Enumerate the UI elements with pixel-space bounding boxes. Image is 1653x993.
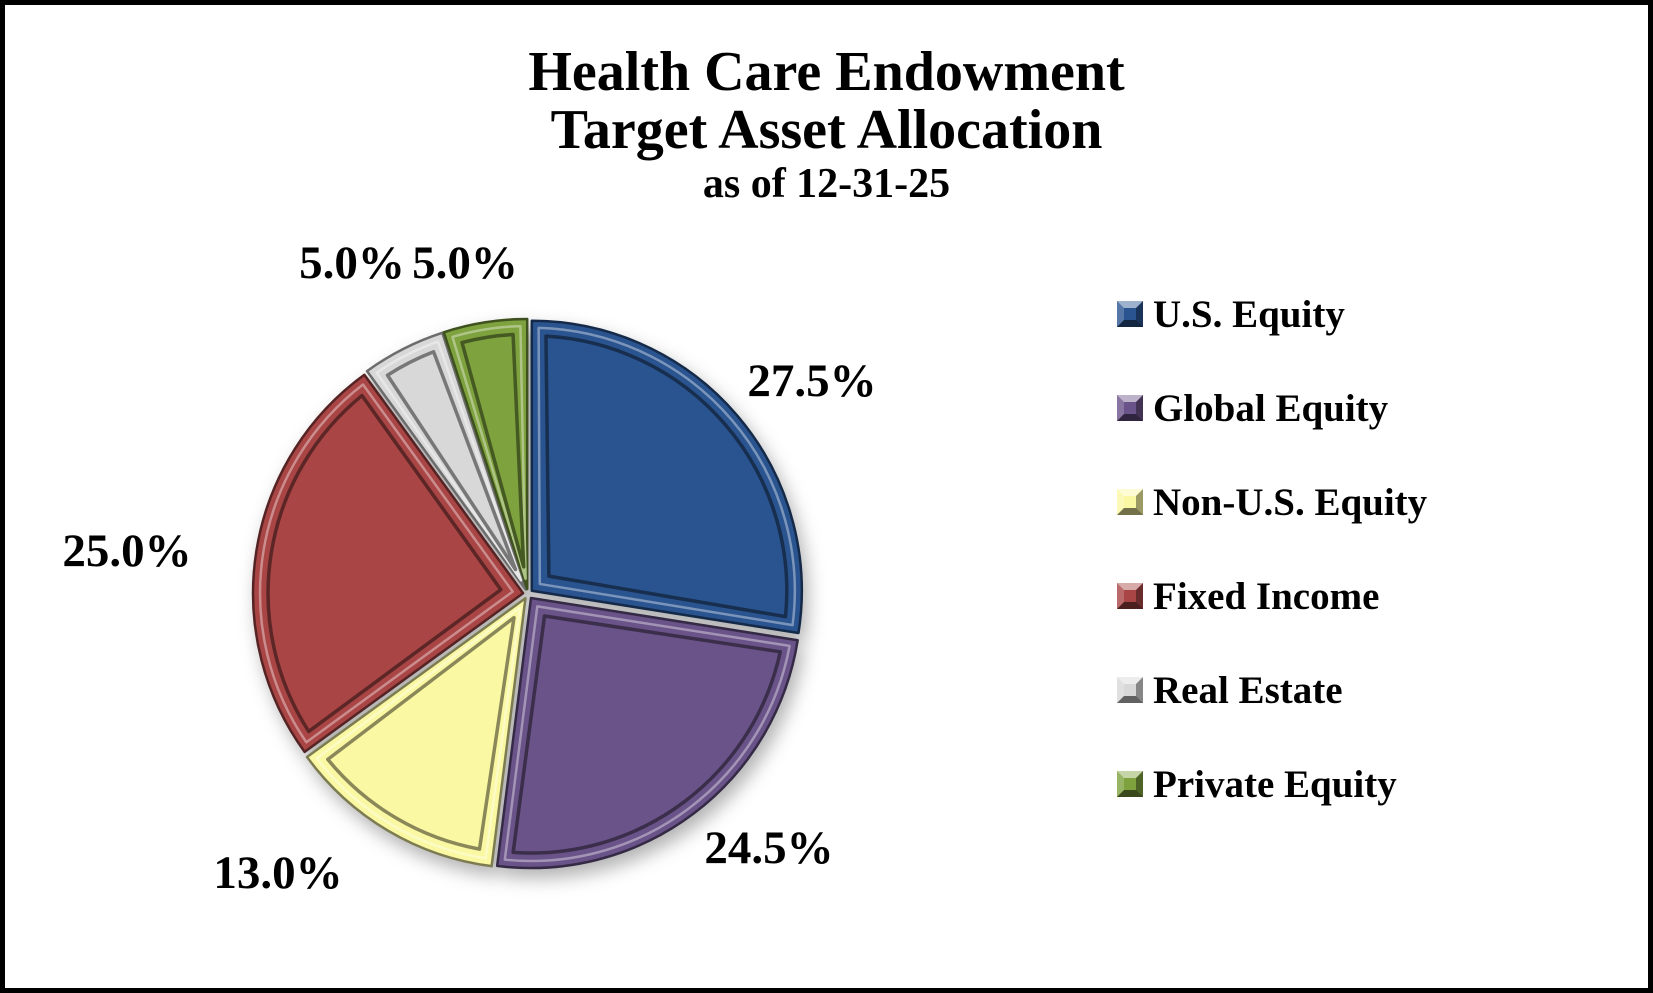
- title-line-1: Health Care Endowment: [528, 41, 1125, 103]
- legend-swatch-fixed-income: [1117, 583, 1143, 609]
- legend-swatch-private-equity: [1117, 771, 1143, 797]
- legend-label: U.S. Equity: [1153, 292, 1345, 336]
- legend-item-non-us-equity: Non-U.S. Equity: [1117, 455, 1427, 549]
- legend-swatch-real-estate: [1117, 677, 1143, 703]
- slice-label-fixed-income: 25.0%: [62, 525, 192, 577]
- legend-item-fixed-income: Fixed Income: [1117, 549, 1427, 643]
- slice-label-real-estate: 5.0%: [299, 237, 405, 289]
- slice-label-private-equity: 5.0%: [412, 237, 518, 289]
- legend-label: Non-U.S. Equity: [1153, 480, 1428, 524]
- legend-swatch-non-us-equity: [1117, 489, 1143, 515]
- title-line-3: as of 12-31-25: [702, 161, 951, 208]
- legend-item-us-equity: U.S. Equity: [1117, 267, 1427, 361]
- legend-swatch-us-equity: [1117, 301, 1143, 327]
- slice-label-us-equity: 27.5%: [747, 355, 877, 407]
- legend-swatch-global-equity: [1117, 395, 1143, 421]
- legend: U.S. Equity Global Equity Non-U.S. Equit…: [1117, 267, 1427, 831]
- legend-label: Real Estate: [1153, 668, 1343, 712]
- legend-item-private-equity: Private Equity: [1117, 737, 1427, 831]
- legend-label: Fixed Income: [1153, 574, 1380, 618]
- legend-item-global-equity: Global Equity: [1117, 361, 1427, 455]
- legend-item-real-estate: Real Estate: [1117, 643, 1427, 737]
- pie-chart: [251, 317, 804, 870]
- chart-title: Health Care Endowment Target Asset Alloc…: [5, 43, 1648, 207]
- legend-label: Global Equity: [1153, 386, 1389, 430]
- slice-label-non-us-equity: 13.0%: [213, 847, 343, 899]
- legend-label: Private Equity: [1153, 762, 1397, 806]
- title-line-2: Target Asset Allocation: [550, 99, 1103, 162]
- slice-label-global-equity: 24.5%: [704, 822, 834, 874]
